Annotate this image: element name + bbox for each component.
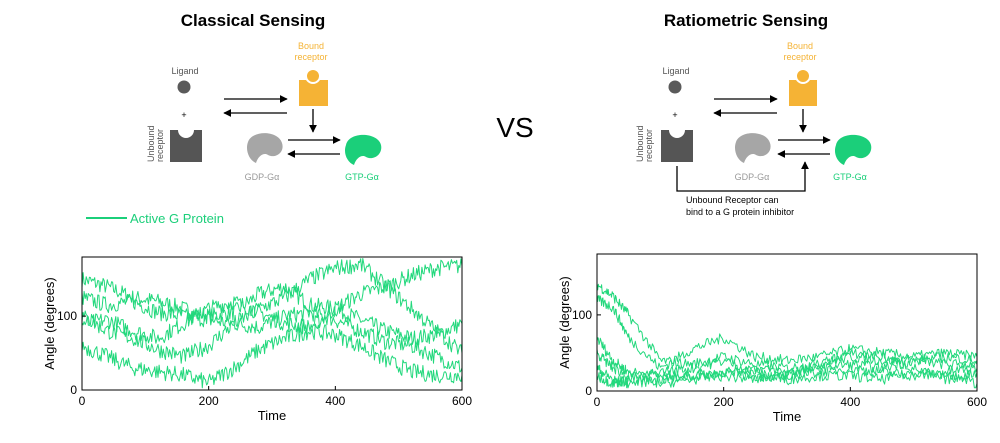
y-axis-label: Angle (degrees) — [557, 276, 572, 369]
plot-frame — [596, 253, 978, 392]
ratiometric-series-trace-6 — [596, 347, 978, 388]
ratiometric-sensing-diagram: Ratiometric Sensing Ligand + Unbound rec… — [635, 11, 872, 217]
x-tick-label: 600 — [452, 394, 472, 408]
bound-receptor-icon — [789, 68, 817, 106]
unbound-receptor-label-1: Unbound — [146, 125, 156, 162]
classical-sensing-diagram: Classical Sensing Ligand + Unbound recep… — [146, 11, 382, 182]
bound-receptor-label-2: receptor — [294, 52, 327, 62]
ligand-label: Ligand — [171, 66, 198, 76]
ratiometric-series-trace-1 — [596, 283, 978, 373]
unbound-receptor-label-2: receptor — [155, 129, 165, 162]
y-tick-label: 0 — [585, 384, 592, 398]
ratiometric-angle-chart: 0 200 400 600 0 100 Time Angle (degrees) — [557, 253, 987, 424]
ratiometric-series-trace-2 — [596, 294, 978, 370]
x-tick-label: 0 — [79, 394, 86, 408]
ligand-icon — [177, 80, 191, 94]
y-tick-label: 100 — [572, 308, 592, 322]
ligand-label: Ligand — [662, 66, 689, 76]
unbound-receptor-label-1: Unbound — [635, 125, 645, 162]
gtp-galpha-icon — [834, 134, 872, 165]
legend-label-active-g-protein: Active G Protein — [130, 211, 224, 226]
classical-series-trace-4 — [81, 323, 463, 389]
gdp-galpha-label: GDP-Gα — [735, 172, 770, 182]
x-tick-label: 400 — [325, 394, 345, 408]
x-tick-label: 0 — [594, 395, 601, 409]
gdp-galpha-label: GDP-Gα — [245, 172, 280, 182]
inhibitor-note-line-2: bind to a G protein inhibitor — [686, 207, 794, 217]
ratiometric-series-trace-5 — [596, 357, 978, 389]
unbound-receptor-label-2: receptor — [644, 129, 654, 162]
versus-label: VS — [496, 112, 533, 143]
inhibitor-pathway-arrow — [676, 161, 809, 192]
legend: Active G Protein — [86, 211, 224, 226]
gtp-galpha-label: GTP-Gα — [833, 172, 867, 182]
unbound-receptor-icon — [661, 130, 693, 162]
bound-receptor-icon — [299, 68, 328, 106]
x-axis-label: Time — [773, 409, 801, 424]
classical-angle-chart: 0 200 400 600 0 100 Time Angle (degrees) — [42, 256, 472, 423]
gdp-galpha-icon — [246, 133, 283, 163]
classical-series-trace-5 — [81, 258, 463, 364]
gdp-galpha-icon — [734, 133, 771, 163]
x-tick-label: 400 — [840, 395, 860, 409]
gtp-galpha-label: GTP-Gα — [345, 172, 379, 182]
classical-series-trace-2 — [81, 290, 463, 373]
plus-sign: + — [672, 110, 677, 120]
x-tick-label: 600 — [967, 395, 987, 409]
unbound-receptor-icon — [170, 130, 202, 162]
bound-receptor-label-1: Bound — [787, 41, 813, 51]
ratiometric-sensing-title: Ratiometric Sensing — [664, 11, 828, 30]
y-tick-label: 100 — [57, 309, 77, 323]
gtp-galpha-icon — [344, 134, 382, 165]
y-tick-label: 0 — [70, 383, 77, 397]
classical-series-trace-1 — [81, 272, 463, 347]
x-tick-label: 200 — [714, 395, 734, 409]
plot-frame — [81, 256, 463, 391]
bound-receptor-label-2: receptor — [783, 52, 816, 62]
x-tick-label: 200 — [199, 394, 219, 408]
bound-receptor-label-1: Bound — [298, 41, 324, 51]
plus-sign: + — [181, 110, 186, 120]
ligand-icon — [668, 80, 682, 94]
y-axis-label: Angle (degrees) — [42, 277, 57, 370]
x-axis-label: Time — [258, 408, 286, 423]
classical-sensing-title: Classical Sensing — [181, 11, 326, 30]
inhibitor-note-line-1: Unbound Receptor can — [686, 195, 779, 205]
